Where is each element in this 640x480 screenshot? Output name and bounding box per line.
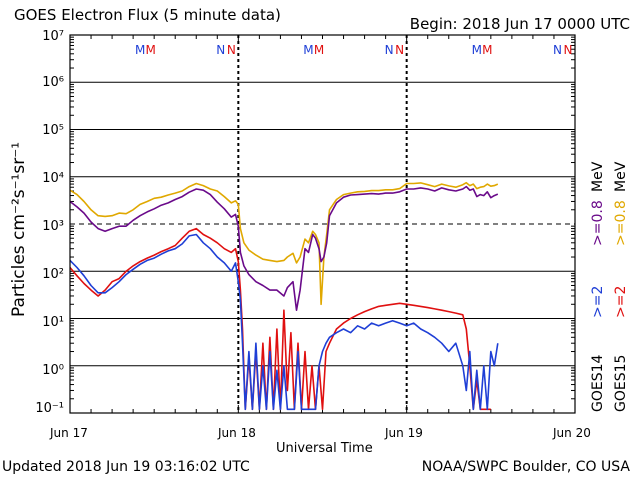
series-lines — [69, 181, 499, 411]
marker-label: M — [303, 43, 313, 57]
y-tick-label: 10¹ — [42, 315, 64, 330]
series-line — [69, 185, 499, 312]
y-tick-label: 10⁷ — [42, 29, 64, 44]
series-line — [69, 227, 491, 411]
marker-label: N — [227, 43, 236, 57]
series-line — [69, 233, 499, 411]
updated-timestamp: Updated 2018 Jun 19 03:16:02 UTC — [2, 459, 250, 475]
chart-title: GOES Electron Flux (5 minute data) — [14, 6, 281, 24]
y-tick-label: 10³ — [42, 219, 64, 234]
satellite-markers: M M MM M MN N NN N N — [135, 43, 573, 57]
marker-label: N — [553, 43, 562, 57]
y-tick-label: 10⁻¹ — [35, 401, 64, 416]
credit-text: NOAA/SWPC Boulder, CO USA — [421, 459, 630, 475]
y-tick-label: 10⁰ — [42, 363, 64, 378]
x-axis-label: Universal Time — [276, 441, 373, 456]
begin-time: Begin: 2018 Jun 17 0000 UTC — [409, 15, 630, 33]
x-tick-label: Jun 20 — [553, 426, 591, 440]
marker-label: M — [482, 43, 492, 57]
marker-label: M — [135, 43, 145, 57]
marker-label: N — [216, 43, 225, 57]
marker-label: N — [563, 43, 572, 57]
grid-lines — [69, 35, 576, 413]
marker-label: N — [385, 43, 394, 57]
x-tick-label: Jun 18 — [218, 426, 256, 440]
marker-label: N — [395, 43, 404, 57]
x-tick-label: Jun 17 — [50, 426, 88, 440]
y-tick-label: 10² — [42, 267, 64, 282]
x-tick-label: Jun 19 — [385, 426, 423, 440]
marker-label: M — [314, 43, 324, 57]
marker-label: M — [472, 43, 482, 57]
y-tick-label: 10⁵ — [42, 123, 64, 138]
series-line — [69, 181, 499, 306]
marker-label: M — [145, 43, 155, 57]
y-tick-label: 10⁶ — [42, 75, 64, 90]
plot-frame — [69, 34, 576, 414]
y-tick-label: 10⁴ — [42, 171, 64, 186]
